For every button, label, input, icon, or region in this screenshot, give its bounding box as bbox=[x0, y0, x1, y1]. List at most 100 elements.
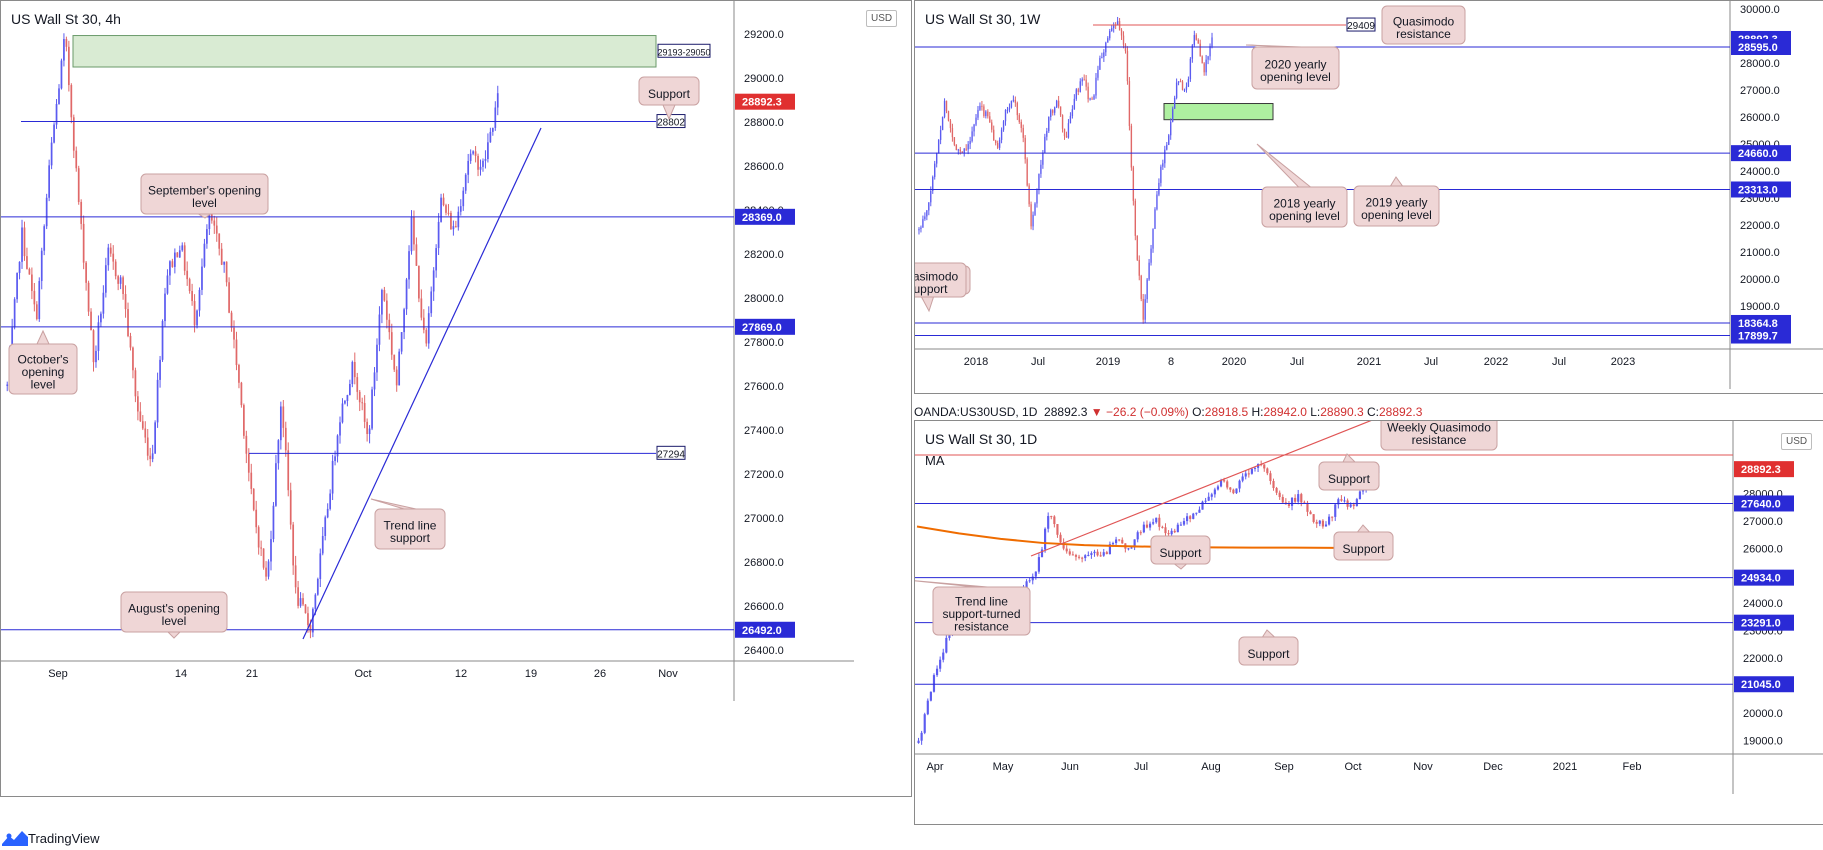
candle-body bbox=[1004, 110, 1007, 122]
candle-body bbox=[1115, 539, 1118, 544]
candle-body bbox=[67, 46, 70, 86]
candle-body bbox=[181, 245, 184, 251]
candle-body bbox=[1201, 56, 1203, 64]
price-axis-label bbox=[1734, 461, 1794, 478]
candle-body bbox=[1355, 499, 1358, 507]
candle-body bbox=[312, 608, 314, 633]
callout-text: opening level bbox=[1361, 208, 1432, 222]
candle-body bbox=[1075, 89, 1078, 99]
currency-badge[interactable]: USD bbox=[866, 10, 898, 27]
candle-body bbox=[58, 88, 60, 105]
supply-demand-zone bbox=[72, 35, 657, 68]
candle-body bbox=[1349, 504, 1352, 507]
callout-text: September's opening bbox=[148, 184, 261, 198]
candle-body bbox=[33, 290, 36, 305]
chart-panel-weekly[interactable]: 30000.029000.028000.027000.026000.025000… bbox=[914, 0, 1823, 394]
currency-badge[interactable]: USD bbox=[1781, 433, 1813, 450]
price-chart-4h[interactable]: 29200.029000.028800.028600.028400.028200… bbox=[1, 1, 911, 796]
high-label: H: bbox=[1251, 405, 1264, 419]
candle-body bbox=[1036, 190, 1038, 204]
candle-body bbox=[1028, 580, 1031, 582]
candle-body bbox=[1300, 494, 1303, 503]
chart-panel-daily[interactable]: 28000.027000.026000.025000.024000.023000… bbox=[914, 420, 1823, 825]
price-axis-label bbox=[1734, 614, 1794, 631]
candle-body bbox=[1219, 480, 1223, 487]
candle-body bbox=[1095, 77, 1097, 96]
trend-line bbox=[302, 127, 542, 640]
candle-body bbox=[299, 598, 302, 606]
candle-body bbox=[1223, 480, 1226, 482]
candle-body bbox=[1099, 555, 1102, 557]
price-tick-label: 30000.0 bbox=[1740, 4, 1780, 16]
candle-body bbox=[336, 435, 339, 457]
candle-body bbox=[1352, 504, 1355, 507]
candle-body bbox=[1134, 200, 1137, 236]
candle-body bbox=[139, 411, 142, 422]
price-tick-label: 28000.0 bbox=[744, 293, 784, 305]
candle-body bbox=[85, 262, 87, 283]
time-tick-label: 2021 bbox=[1553, 761, 1577, 773]
candle-body bbox=[496, 93, 499, 108]
candle-body bbox=[939, 130, 942, 140]
candle-body bbox=[176, 252, 179, 258]
candle-body bbox=[1044, 528, 1047, 550]
price-chart-daily[interactable]: 28000.027000.026000.025000.024000.023000… bbox=[915, 421, 1823, 824]
candle-body bbox=[95, 350, 97, 363]
callout-text: August's opening bbox=[128, 602, 220, 616]
candle-body bbox=[945, 100, 948, 112]
ma-indicator-label[interactable]: MA bbox=[925, 453, 945, 468]
price-axis-label-text: 28892.3 bbox=[742, 97, 782, 109]
candle-body bbox=[459, 206, 462, 212]
candle-body bbox=[987, 111, 989, 117]
candle-body bbox=[70, 85, 73, 118]
callout-pointer bbox=[1256, 143, 1312, 188]
candle-body bbox=[104, 265, 107, 293]
candle-body bbox=[1297, 494, 1300, 502]
candle-body bbox=[993, 129, 995, 141]
candle-body bbox=[1101, 57, 1103, 59]
candle-body bbox=[1079, 81, 1081, 92]
candle-body bbox=[969, 141, 971, 145]
candle-body bbox=[403, 309, 405, 333]
tradingview-branding[interactable]: TradingView bbox=[0, 826, 200, 850]
candle-body bbox=[1014, 99, 1017, 103]
candle-body bbox=[1040, 164, 1042, 174]
price-tick-label: 20000.0 bbox=[1743, 708, 1783, 720]
callout-box bbox=[932, 586, 1031, 636]
candle-body bbox=[918, 229, 920, 231]
price-chart-weekly[interactable]: 30000.029000.028000.027000.026000.025000… bbox=[915, 1, 1823, 393]
candle-body bbox=[472, 151, 474, 154]
candle-body bbox=[277, 440, 280, 464]
candle-body bbox=[1068, 551, 1071, 555]
candle-body bbox=[1324, 524, 1328, 527]
candle-body bbox=[1216, 486, 1220, 490]
candle-body bbox=[1152, 228, 1154, 249]
time-tick-label: Apr bbox=[926, 761, 943, 773]
candle-body bbox=[1111, 543, 1115, 545]
callout-text: level bbox=[192, 196, 217, 210]
candle-body bbox=[1055, 100, 1058, 108]
candle-body bbox=[1016, 102, 1019, 116]
candle-body bbox=[928, 202, 930, 211]
candle-body bbox=[1155, 517, 1158, 523]
candle-body bbox=[294, 565, 297, 588]
high-value: 28942.0 bbox=[1263, 405, 1307, 419]
candle-body bbox=[1025, 581, 1028, 589]
time-tick-label: Jul bbox=[1290, 356, 1304, 368]
chart-panel-4h[interactable]: 29200.029000.028800.028600.028400.028200… bbox=[0, 0, 912, 797]
candle-body bbox=[1164, 527, 1167, 534]
price-tick-label: 28200.0 bbox=[744, 249, 784, 261]
candle-body bbox=[479, 166, 482, 170]
callout-box bbox=[1381, 5, 1466, 45]
price-axis-label-text: 21045.0 bbox=[1741, 679, 1781, 691]
candle-body bbox=[395, 369, 398, 386]
candle-body bbox=[225, 261, 228, 283]
candle-body bbox=[324, 517, 327, 536]
candle-body bbox=[1090, 553, 1093, 555]
candle-body bbox=[1077, 89, 1079, 92]
candle-body bbox=[31, 274, 33, 291]
callout-text: 2020 yearly bbox=[1264, 58, 1326, 72]
candle-body bbox=[275, 463, 277, 506]
candle-body bbox=[1309, 511, 1312, 515]
candle-body bbox=[390, 332, 393, 355]
